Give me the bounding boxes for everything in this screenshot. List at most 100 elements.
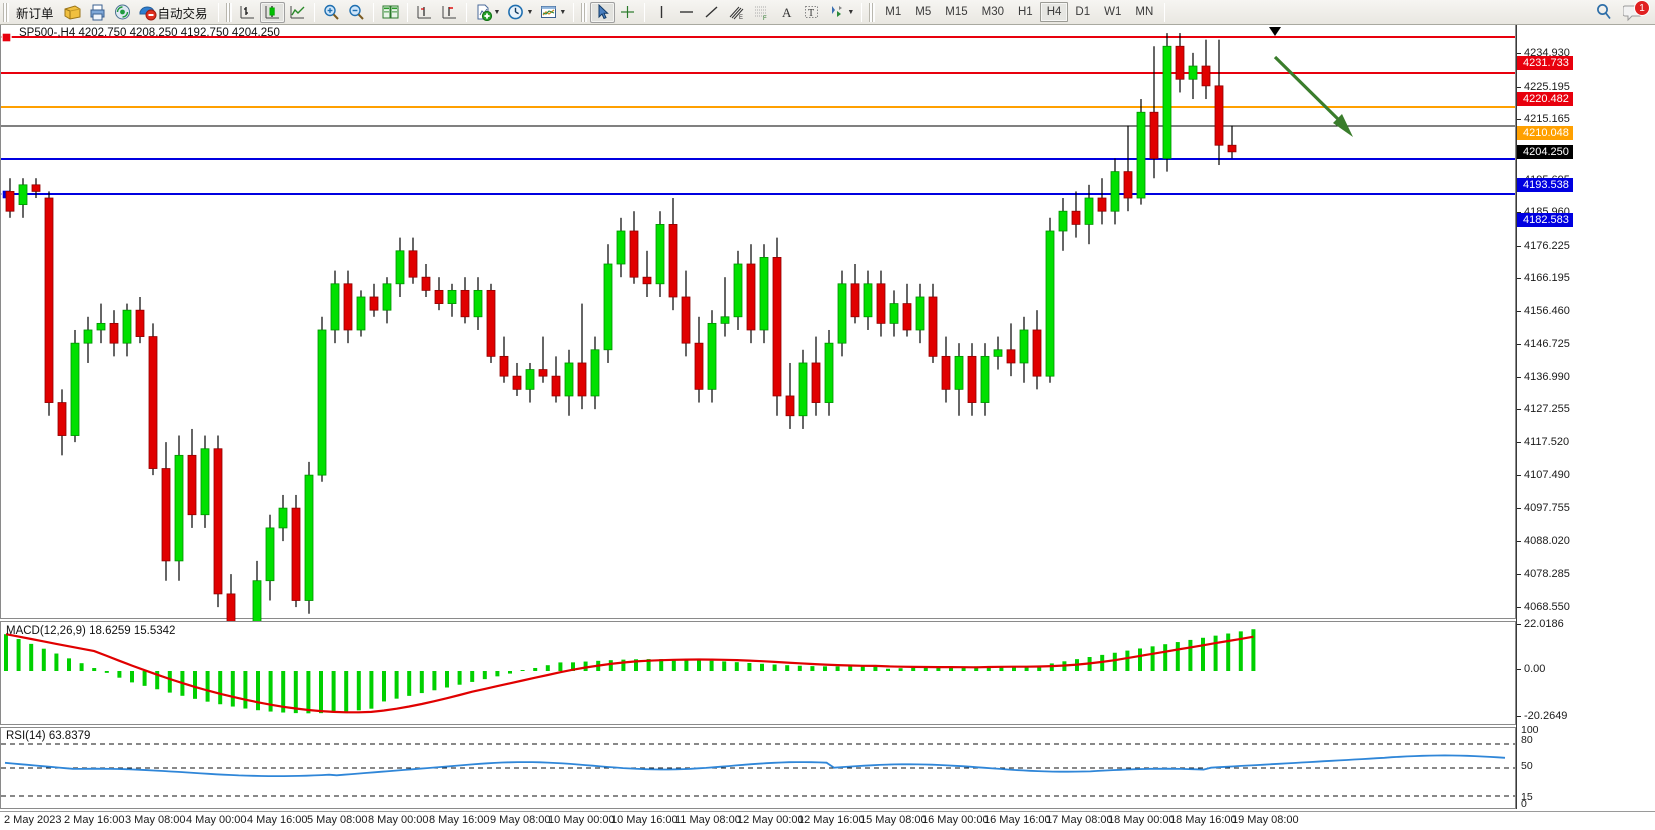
notifications-button[interactable]: 1 — [1622, 0, 1650, 23]
candle-body — [915, 296, 925, 331]
line-chart-icon[interactable] — [285, 2, 310, 23]
price-axis[interactable]: 4234.9304225.1954215.1654204.2504195.695… — [1516, 25, 1655, 810]
candle-body — [1097, 197, 1107, 212]
bar-chart-icon[interactable] — [235, 2, 260, 23]
toolbar-separator-1 — [217, 2, 219, 22]
toolbar-grip-3[interactable] — [581, 2, 588, 22]
chevron-down-icon[interactable]: ▼ — [493, 8, 501, 16]
signals-icon[interactable] — [110, 2, 135, 23]
toolbar-grip-4[interactable] — [869, 2, 876, 22]
shapes-icon[interactable]: ▼ — [824, 2, 857, 23]
tile-windows-icon[interactable] — [378, 2, 403, 23]
price-tick: 4146.725 — [1517, 338, 1570, 350]
cursor-icon[interactable] — [590, 1, 616, 23]
templates-icon[interactable]: ▼ — [536, 2, 569, 23]
macd-histogram-bar — [470, 671, 475, 682]
hline-icon[interactable] — [674, 2, 699, 23]
rsi-pane[interactable]: RSI(14) 63.8379 — [0, 727, 1516, 809]
macd-pane[interactable]: MACD(12,26,9) 18.6259 15.5342 — [0, 621, 1516, 725]
time-axis-label: 16 May 00:00 — [922, 814, 989, 826]
macd-tick: 0.00 — [1517, 663, 1545, 675]
macd-histogram-bar — [571, 662, 575, 671]
candle-body — [824, 342, 834, 403]
wallet-icon[interactable] — [60, 2, 85, 23]
candle-body — [265, 527, 275, 582]
price-level-label[interactable]: 4204.250 — [1517, 145, 1573, 159]
candle-body — [148, 336, 158, 469]
time-axis-label: 10 May 16:00 — [611, 814, 678, 826]
zoom-in-icon[interactable] — [319, 2, 344, 23]
time-axis[interactable]: 2 May 2023 2 May 16:00 3 May 08:00 4 May 00… — [0, 811, 1655, 830]
candle-body — [1058, 210, 1068, 232]
tab-timeframe-h1[interactable]: H1 — [1018, 6, 1033, 18]
price-level-label[interactable]: 4193.538 — [1517, 178, 1573, 192]
data-window-icon[interactable] — [412, 2, 437, 23]
macd-signal-line — [5, 633, 1254, 714]
down-trend-arrow — [1273, 55, 1353, 137]
equidistant-channel-icon[interactable]: E — [724, 2, 749, 23]
candle-body — [356, 296, 366, 331]
macd-histogram-bar — [1175, 642, 1180, 671]
price-plot — [1, 27, 1515, 713]
new-order-button[interactable]: 新订单 — [12, 2, 60, 23]
chevron-down-icon[interactable]: ▼ — [847, 8, 855, 16]
print-icon[interactable] — [85, 2, 110, 23]
candle-body — [96, 322, 106, 331]
rsi-tick: 80 — [1521, 734, 1533, 746]
tab-timeframe-m15[interactable]: M15 — [945, 6, 968, 18]
crosshair-icon[interactable] — [615, 2, 640, 23]
tab-timeframe-m1[interactable]: M1 — [885, 6, 902, 18]
candle-body — [317, 329, 327, 476]
macd-histogram-bar — [583, 661, 588, 671]
new-chart-icon[interactable]: ▼ — [471, 2, 504, 23]
text-icon[interactable]: A — [774, 2, 799, 23]
price-tick: 4166.195 — [1517, 272, 1570, 284]
candle-body — [187, 454, 197, 516]
trendline-icon[interactable] — [699, 2, 724, 23]
tab-timeframe-mn[interactable]: MN — [1135, 6, 1154, 18]
candle-body — [512, 375, 522, 390]
price-level-label[interactable]: 4182.583 — [1517, 213, 1573, 227]
price-level-label[interactable]: 4220.482 — [1517, 92, 1573, 106]
candle-body — [408, 250, 418, 278]
tab-timeframe-d1[interactable]: D1 — [1075, 6, 1091, 18]
candlestick-chart-icon[interactable] — [259, 1, 285, 23]
tab-timeframe-m30[interactable]: M30 — [981, 6, 1004, 18]
autotrading-icon[interactable]: 自动交易 — [135, 2, 214, 23]
macd-histogram-bar — [79, 663, 84, 671]
macd-histogram-bar — [1188, 639, 1193, 671]
text-label-icon[interactable]: T — [799, 2, 824, 23]
macd-histogram-bar — [281, 671, 286, 713]
indicators-icon[interactable] — [437, 2, 462, 23]
macd-histogram-bar — [709, 660, 714, 671]
chevron-down-icon[interactable]: ▼ — [526, 8, 534, 16]
macd-histogram-bar — [1226, 633, 1231, 671]
macd-histogram-bar — [961, 666, 966, 671]
new-order-label: 新订单 — [16, 6, 54, 21]
price-pane[interactable]: SP500-,H4 4202.750 4208.250 4192.750 420… — [0, 25, 1516, 713]
chevron-down-icon[interactable]: ▼ — [559, 8, 567, 16]
macd-histogram-bar — [419, 671, 424, 694]
fibo-icon[interactable]: F — [749, 2, 774, 23]
candle-body — [18, 184, 28, 206]
price-level-label[interactable]: 4231.733 — [1517, 56, 1573, 70]
price-level-label[interactable]: 4210.048 — [1517, 126, 1573, 140]
period-icon[interactable]: ▼ — [503, 2, 536, 23]
search-icon[interactable] — [1591, 2, 1617, 23]
candle-body — [1162, 45, 1172, 159]
candle-body — [5, 191, 15, 212]
toolbar-grip[interactable] — [3, 2, 9, 22]
candle-body — [434, 289, 444, 304]
tab-timeframe-m5[interactable]: M5 — [915, 6, 932, 18]
time-axis-label: 2 May 2023 — [4, 814, 62, 826]
tab-timeframe-w1[interactable]: W1 — [1104, 6, 1122, 18]
svg-text:F: F — [763, 16, 767, 21]
vline-icon[interactable] — [649, 2, 674, 23]
toolbar-grip-2[interactable] — [225, 2, 232, 22]
tab-timeframe-h4[interactable]: H4 — [1039, 2, 1069, 22]
chart-container[interactable]: SP500-,H4 4202.750 4208.250 4192.750 420… — [0, 25, 1655, 830]
macd-histogram-bar — [772, 664, 777, 671]
zoom-out-icon[interactable] — [344, 2, 369, 23]
macd-histogram-bar — [986, 666, 991, 671]
macd-histogram-bar — [520, 670, 525, 671]
